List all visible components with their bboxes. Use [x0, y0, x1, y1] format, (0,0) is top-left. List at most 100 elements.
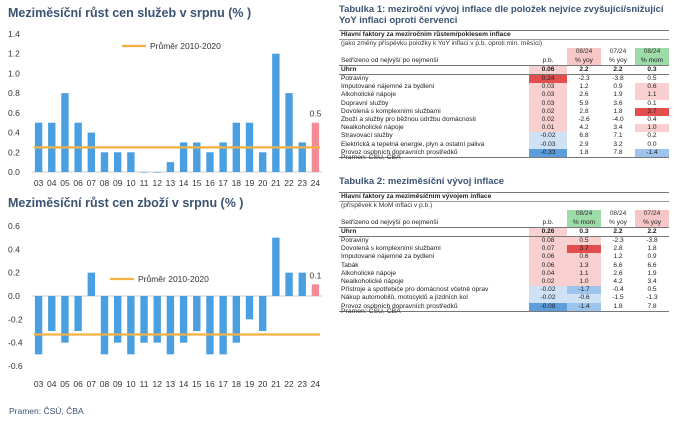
- row-value: 0.9: [613, 83, 623, 91]
- row-value: 4.2: [579, 124, 589, 132]
- x-tick-label: 04: [47, 178, 57, 188]
- bar: [61, 296, 69, 343]
- table-row: Přístroje a spotřebiče pro domácnost vče…: [339, 286, 669, 295]
- table-header-sub: (příspěvek k MoM inflaci v p.b.): [339, 202, 669, 211]
- row-value: 2.8: [579, 107, 589, 115]
- row-label: Úhrn: [339, 227, 529, 238]
- row-value: 0.1: [647, 99, 657, 107]
- bar: [166, 162, 175, 172]
- x-tick-label: 11: [140, 379, 149, 389]
- row-label: Alkoholické nápoje: [341, 269, 396, 277]
- row-value: 0.3: [635, 65, 669, 76]
- row-value: -1.7: [567, 286, 601, 295]
- row-value: 1.3: [567, 261, 601, 270]
- highlight-bar: [311, 284, 320, 296]
- row-value: 2.6: [579, 91, 589, 99]
- col-head: 08/24: [567, 48, 601, 57]
- bar: [193, 296, 201, 331]
- col-head: p.b.: [529, 218, 567, 228]
- bar: [272, 53, 280, 172]
- row-value: 0.9: [647, 253, 657, 261]
- table-row: Nákup automobilů, motocyklů a jízdních k…: [339, 294, 669, 303]
- row-value: -3.8: [646, 237, 658, 245]
- y-tick-label: 0.8: [8, 88, 20, 98]
- table-header-title: Hlavní faktory za meziměsíčním vývojem i…: [339, 191, 670, 203]
- row-value: 0.26: [529, 227, 567, 238]
- row-value: -0.02: [529, 286, 567, 295]
- table-row: Zboží a služby pro běžnou údržbu domácno…: [339, 116, 669, 125]
- row-value: 0.02: [529, 107, 567, 117]
- x-tick-label: 10: [126, 178, 136, 188]
- table-total-row: Úhrn 0.06 2.2 2.2 0.3: [339, 65, 669, 76]
- x-tick-label: 09: [113, 379, 123, 389]
- row-value: 0.6: [567, 253, 601, 262]
- row-value: -2.6: [578, 116, 590, 124]
- row-value: 0.01: [529, 124, 567, 133]
- row-value: 0.5: [647, 75, 657, 83]
- col-head-empty: [339, 210, 529, 218]
- x-tick-label: 10: [126, 379, 136, 389]
- row-value: -4.0: [612, 116, 624, 124]
- row-label: Dopravní služby: [341, 99, 389, 107]
- bar: [285, 93, 293, 172]
- table-row: Alkoholické nápoje 0.04 1.1 2.6 1.9: [339, 269, 669, 279]
- table-row: Imputované nájemné za bydlení 0.06 0.6 1.2 0…: [339, 253, 669, 262]
- row-value: 2.2: [601, 65, 635, 76]
- table1-source: Pramen: ČSÚ, ČBA: [341, 154, 401, 161]
- header-title-cell: Hlavní faktory za meziměsíčním vývojem i…: [339, 191, 670, 203]
- x-tick-label: 07: [87, 178, 97, 188]
- row-value: 3.7: [567, 245, 601, 254]
- y-tick-label: 1.4: [8, 29, 20, 39]
- row-label: Nealkoholické nápoje: [341, 124, 404, 132]
- row-value: 6.6: [647, 261, 657, 269]
- row-value: -1.3: [646, 294, 658, 302]
- x-tick-label: 12: [152, 379, 162, 389]
- row-label: Zboží a služby pro běžnou údržbu domácno…: [341, 116, 476, 124]
- table-row: Potraviny 0.08 0.5 -2.3 -3.8: [339, 236, 669, 246]
- col-head-spacer: [529, 48, 567, 56]
- table-row: Potraviny 0.24 -2.3 -3.8 0.5: [339, 74, 669, 84]
- row-label: Provoz osobních dopravních prostředků: [339, 302, 529, 312]
- bar: [140, 296, 148, 343]
- row-value: 1.1: [635, 91, 669, 100]
- table2: Hlavní faktory za meziměsíčním vývojem i…: [339, 191, 670, 312]
- row-value: 1.8: [613, 107, 623, 115]
- table-row: Stravovací služby -0.02 6.8 7.1 0.2: [339, 132, 669, 141]
- row-label: Nealkoholické nápoje: [341, 278, 404, 286]
- x-tick-label: 20: [258, 379, 268, 389]
- bar: [140, 172, 148, 173]
- row-value: 0.06: [529, 261, 567, 270]
- row-value: 0.03: [529, 83, 567, 92]
- table-row: Dovolená s komplexními službami 0.07 3.7 2.…: [339, 245, 669, 254]
- table2-title: Tabulka 2: meziměsíční vývoj inflace: [339, 176, 505, 187]
- y-tick-label: 1.2: [8, 49, 20, 59]
- row-value: 2.2: [601, 227, 635, 238]
- legend-label: Průměr 2010-2020: [150, 41, 221, 51]
- row-value: 3.4: [613, 124, 623, 132]
- bar: [100, 152, 109, 172]
- x-tick-label: 24: [311, 178, 321, 188]
- x-tick-label: 18: [232, 178, 242, 188]
- x-tick-label: 21: [271, 178, 281, 188]
- services-mom-chart: 0.0 0.2 0.4 0.6 0.8 1.0 1.2 1.4 03 04 05 06 07 08 09 10…: [8, 29, 322, 188]
- x-tick-label: 23: [297, 379, 307, 389]
- x-tick-label: 13: [166, 178, 176, 188]
- row-value: 0.06: [529, 65, 567, 76]
- x-tick-label: 21: [271, 379, 281, 389]
- x-tick-label: 08: [100, 178, 110, 188]
- row-label: Elektrická a tepelná energie, plyn a ost…: [341, 140, 485, 148]
- x-tick-label: 19: [245, 178, 255, 188]
- row-value: 0.3: [567, 227, 601, 238]
- row-value: -0.33: [529, 148, 567, 159]
- x-tick-label: 23: [297, 178, 307, 188]
- bar: [34, 296, 43, 355]
- row-value: 1.8: [601, 302, 635, 312]
- table-row: Elektrická a tepelná energie, plyn a ost…: [339, 140, 669, 149]
- bar: [179, 142, 188, 172]
- x-tick-label: 16: [205, 178, 215, 188]
- table-row: Alkoholické nápoje 0.03 2.6 1.9 1.1: [339, 91, 669, 100]
- col-head: 07/24: [609, 48, 627, 56]
- col-head: p.b.: [529, 56, 567, 66]
- row-label: Alkoholické nápoje: [341, 91, 396, 99]
- table-col-head-row: 08/24 08/24 07/24: [339, 210, 670, 219]
